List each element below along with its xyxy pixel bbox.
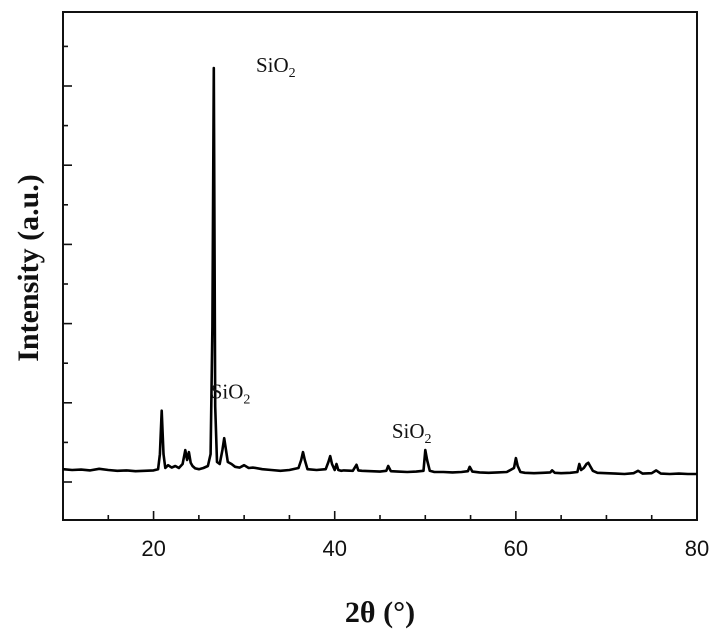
x-tick-label: 60 xyxy=(504,536,528,561)
x-axis-tick-labels: 20 40 60 80 xyxy=(141,536,709,561)
peak-annotation: SiO2 xyxy=(256,53,296,81)
x-axis-ticks xyxy=(62,511,698,520)
x-axis-title: 2θ (°) xyxy=(345,596,415,629)
y-axis-title: Intensity (a.u.) xyxy=(12,174,45,362)
x-tick-label: 80 xyxy=(685,536,709,561)
x-tick-label: 40 xyxy=(322,536,346,561)
x-tick-label: 20 xyxy=(141,536,165,561)
y-axis-ticks xyxy=(63,45,72,483)
peak-annotations: SiO2 SiO2 SiO2 xyxy=(211,53,432,447)
peak-annotation: SiO2 xyxy=(392,419,432,447)
peak-annotation: SiO2 xyxy=(211,379,251,407)
diffraction-pattern-line xyxy=(62,66,697,476)
plot-frame xyxy=(62,11,698,521)
